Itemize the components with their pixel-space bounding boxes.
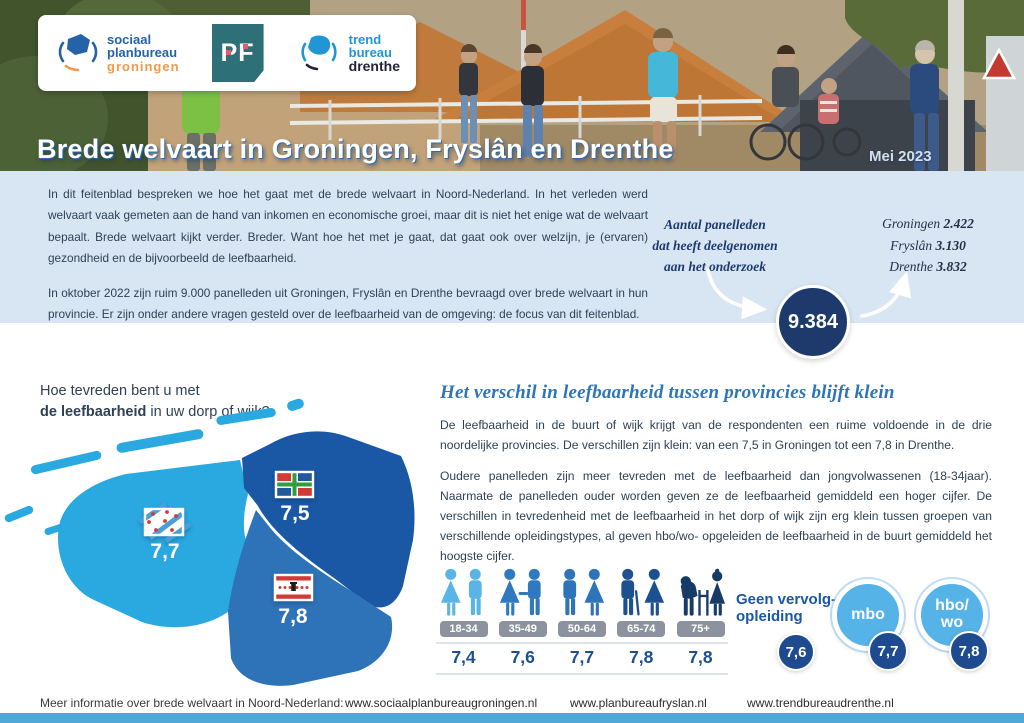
age-65-74-icon xyxy=(621,568,664,616)
spg-word-groningen: groningen xyxy=(107,58,180,74)
age-badge: 50-64 xyxy=(558,621,606,637)
footer-link-sociaalplanbureaugroningen[interactable]: www.sociaalplanbureaugroningen.nl xyxy=(345,696,538,710)
age-50-64-icon xyxy=(562,568,604,616)
age-badge: 35-49 xyxy=(498,621,547,637)
tbd-word-drenthe: drenthe xyxy=(348,58,400,75)
age-badge: 75+ xyxy=(676,621,725,637)
intro-text: In dit feitenblad bespreken we hoe het g… xyxy=(48,184,648,326)
article-paragraph-1: De leefbaarheid in de buurt of wijk krij… xyxy=(440,418,992,453)
age-35-49-icon xyxy=(500,568,541,616)
warning-triangle-sign xyxy=(981,47,1017,80)
count-fryslan: Fryslân 3.130 xyxy=(890,237,966,253)
groningen-flag-icon xyxy=(274,470,315,499)
education-no-followup-score: 7,6 xyxy=(777,633,815,671)
drenthe-flag-icon xyxy=(273,573,314,602)
total-panel-members-badge: 9.384 xyxy=(776,285,850,359)
spg-word-planbureau: planbureau xyxy=(107,45,178,61)
intro-paragraph-2: In oktober 2022 zijn ruim 9.000 panelled… xyxy=(48,285,648,322)
intro-paragraph-1: In dit feitenblad bespreken we hoe het g… xyxy=(48,187,648,266)
age-badge: 18-34 xyxy=(439,621,488,637)
count-drenthe: Drenthe 3.832 xyxy=(889,259,967,275)
page-title: Brede welvaart in Groningen, Fryslân en … xyxy=(37,134,674,164)
logo-trendbureau-drenthe: trend bureau drenthe xyxy=(296,30,400,76)
panel-province-counts: Groningen 2.422 Fryslân 3.130 Drenthe 3.… xyxy=(848,213,1008,278)
age-score: 7,4 xyxy=(451,647,476,667)
education-hbo-wo-score: 7,8 xyxy=(949,631,989,671)
age-badge: 65-74 xyxy=(617,621,666,637)
age-score: 7,8 xyxy=(629,647,654,667)
divider xyxy=(436,673,728,675)
drenthe-province-icon xyxy=(301,35,337,71)
panel-arrows xyxy=(706,268,912,320)
age-score: 7,6 xyxy=(510,647,535,667)
age-score: 7,7 xyxy=(569,647,595,667)
score-fryslan: 7,7 xyxy=(150,540,179,563)
age-75-plus-icon xyxy=(680,568,726,616)
logo-sociaal-planbureau-groningen: sociaal planbureau groningen xyxy=(54,30,180,76)
header-photo: sociaal planbureau groningen PF tren xyxy=(0,0,1024,171)
education-mbo-score: 7,7 xyxy=(868,631,908,671)
pf-dot-accent xyxy=(242,44,248,49)
panel-count-label: Aantal panelleden dat heeft deelgenomen … xyxy=(652,217,778,274)
footer-more-info-label: Meer informatie over brede welvaart in N… xyxy=(40,696,344,710)
article-paragraph-2: Oudere panelleden zijn meer tevreden met… xyxy=(440,469,992,564)
count-groningen: Groningen 2.422 xyxy=(882,216,974,231)
score-drenthe: 7,8 xyxy=(278,605,308,628)
footer-link-planbureaufryslan[interactable]: www.planbureaufryslan.nl xyxy=(570,696,707,710)
map-region-fryslan[interactable] xyxy=(57,460,259,628)
province-map: 7,7 7,5 xyxy=(4,398,436,692)
score-groningen: 7,5 xyxy=(280,502,310,525)
article: Het verschil in leefbaarheid tussen prov… xyxy=(440,382,992,566)
arrow-to-provinces xyxy=(860,271,912,318)
pf-logo: PF xyxy=(211,24,264,82)
article-heading: Het verschil in leefbaarheid tussen prov… xyxy=(440,382,895,403)
logo-card: sociaal planbureau groningen PF tren xyxy=(38,15,416,91)
fryslan-flag-icon xyxy=(138,501,192,544)
bottom-accent-bar xyxy=(0,713,1024,723)
tbd-word-trend: trend xyxy=(348,31,382,47)
education-no-followup-label: Geen vervolg-opleiding xyxy=(736,591,837,626)
publication-date: Mei 2023 xyxy=(869,148,932,165)
pf-dot-accent xyxy=(225,50,231,55)
age-score: 7,8 xyxy=(688,647,713,667)
divider xyxy=(436,642,728,644)
groningen-province-icon xyxy=(58,34,98,72)
spg-word-sociaal: sociaal xyxy=(107,32,152,48)
age-icons-row: 18-34 35-49 50-64 xyxy=(436,566,728,637)
arrow-to-circle xyxy=(706,268,768,320)
age-group-scores: 18-34 35-49 50-64 xyxy=(436,566,728,678)
age-18-34-icon xyxy=(440,568,482,616)
intro-band: In dit feitenblad bespreken we hoe het g… xyxy=(0,171,1024,323)
footer-link-trendbureaudrenthe[interactable]: www.trendbureaudrenthe.nl xyxy=(747,696,894,710)
tbd-word-bureau: bureau xyxy=(348,44,392,60)
north-netherlands-map: 7,7 7,5 xyxy=(4,398,415,686)
age-values-row: 7,4 7,6 7,7 7,8 7,8 xyxy=(436,647,728,668)
